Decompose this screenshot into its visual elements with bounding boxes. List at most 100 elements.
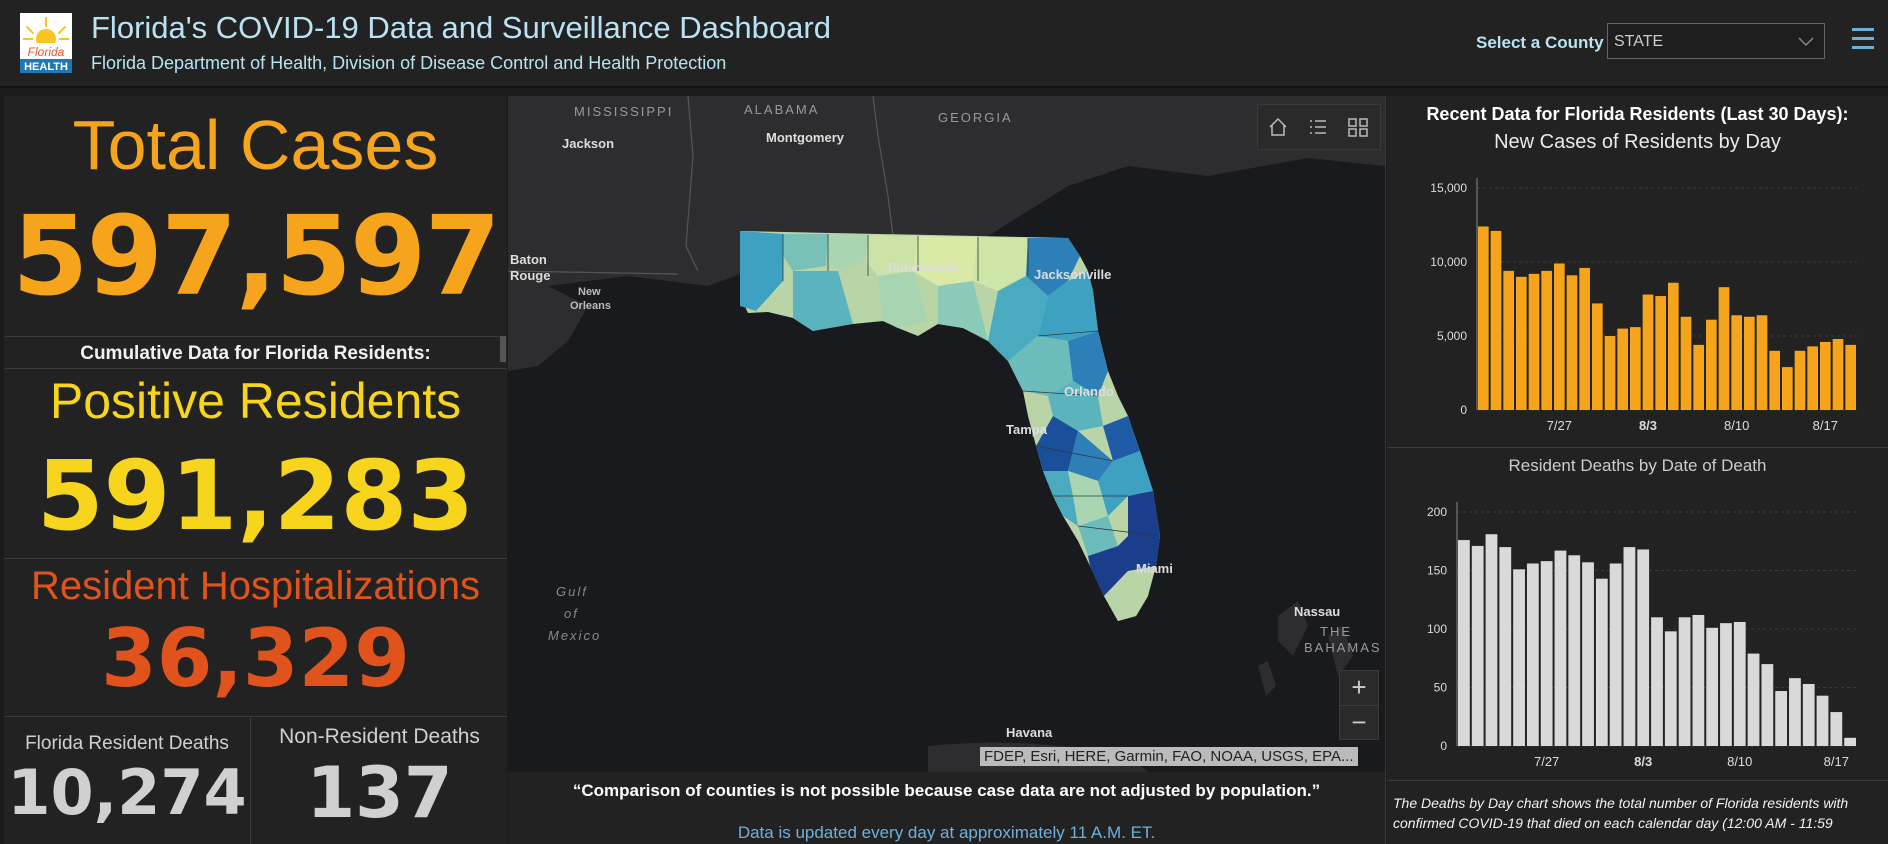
bar[interactable]: [1844, 737, 1856, 746]
recent-data-label: Recent Data for Florida Residents (Last …: [1426, 104, 1849, 124]
bar[interactable]: [1807, 346, 1818, 410]
bar[interactable]: [1731, 315, 1742, 410]
bar[interactable]: [1642, 294, 1654, 410]
legend-icon[interactable]: [1298, 105, 1338, 149]
y-tick-label: 50: [1434, 681, 1448, 695]
home-icon[interactable]: [1258, 105, 1298, 149]
bar[interactable]: [1655, 296, 1666, 410]
bar[interactable]: [1554, 263, 1565, 410]
bar[interactable]: [1651, 617, 1663, 746]
bar[interactable]: [1516, 276, 1527, 410]
total-cases-label: Total Cases: [72, 106, 439, 184]
divider: [1387, 780, 1888, 781]
divider: [4, 336, 507, 337]
scrollbar-thumb[interactable]: [500, 336, 506, 362]
bar[interactable]: [1503, 270, 1514, 410]
bar[interactable]: [1794, 350, 1806, 410]
y-tick-label: 5,000: [1437, 329, 1467, 343]
bar[interactable]: [1637, 549, 1650, 746]
bar[interactable]: [1720, 623, 1732, 746]
bar[interactable]: [1513, 569, 1525, 746]
bar[interactable]: [1541, 270, 1552, 410]
bar[interactable]: [1478, 226, 1489, 410]
bar[interactable]: [1820, 341, 1831, 410]
bar[interactable]: [1830, 712, 1843, 746]
bar[interactable]: [1789, 678, 1801, 746]
map-label-montgomery: Montgomery: [766, 130, 844, 145]
bar[interactable]: [1756, 315, 1768, 410]
y-tick-label: 15,000: [1430, 181, 1467, 195]
bar[interactable]: [1816, 695, 1829, 746]
cases-chart: 0 5,000 10,000 15,000 7/27 8/3 8/10 8/17: [1430, 178, 1857, 430]
bar[interactable]: [1733, 621, 1746, 746]
basemap-icon[interactable]: [1338, 105, 1378, 149]
map-label-baton-rouge: Baton: [510, 252, 547, 267]
divider: [4, 558, 507, 559]
bar[interactable]: [1761, 664, 1774, 746]
divider: [250, 716, 251, 844]
bar[interactable]: [1471, 545, 1484, 746]
map-label-new-orleans: New: [578, 286, 601, 298]
bar[interactable]: [1769, 350, 1780, 410]
bar[interactable]: [1680, 316, 1692, 410]
bar[interactable]: [1832, 338, 1844, 410]
bar[interactable]: [1595, 578, 1608, 746]
zoom-in-button[interactable]: +: [1351, 672, 1367, 702]
zoom-out-button[interactable]: −: [1340, 705, 1378, 740]
bar[interactable]: [1678, 617, 1691, 746]
y-tick-label: 0: [1460, 403, 1467, 417]
cumulative-label: Cumulative Data for Florida Residents:: [80, 343, 431, 364]
bar[interactable]: [1630, 327, 1641, 410]
bar[interactable]: [1490, 230, 1502, 410]
bar[interactable]: [1775, 691, 1788, 746]
positive-residents-label: Positive Residents: [49, 373, 462, 429]
resident-deaths-value: 10,274: [7, 756, 247, 829]
bar[interactable]: [1718, 287, 1730, 410]
x-tick-label: 8/10: [1727, 754, 1752, 769]
bar[interactable]: [1566, 275, 1578, 410]
map-canvas[interactable]: [508, 96, 1385, 772]
bar[interactable]: [1528, 273, 1540, 410]
bar[interactable]: [1458, 540, 1470, 746]
x-tick-label: 8/17: [1824, 754, 1849, 769]
county-map[interactable]: MISSISSIPPI ALABAMA GEORGIA Jackson Mont…: [508, 96, 1385, 772]
bar[interactable]: [1582, 562, 1594, 746]
menu-icon[interactable]: [1852, 28, 1874, 54]
bar[interactable]: [1693, 344, 1704, 410]
florida-health-logo: Florida HEALTH: [20, 13, 72, 73]
bar[interactable]: [1592, 303, 1603, 410]
page-title: Florida's COVID-19 Data and Surveillance…: [91, 10, 831, 45]
bar[interactable]: [1747, 653, 1760, 746]
bar[interactable]: [1540, 561, 1553, 746]
bar[interactable]: [1664, 631, 1677, 746]
bar[interactable]: [1554, 550, 1567, 746]
bar[interactable]: [1485, 534, 1498, 746]
bar[interactable]: [1706, 627, 1719, 746]
bar[interactable]: [1692, 614, 1705, 746]
page-subtitle: Florida Department of Health, Division o…: [91, 53, 727, 73]
x-tick-label: 8/17: [1813, 418, 1838, 430]
bar[interactable]: [1845, 344, 1856, 410]
bar[interactable]: [1623, 547, 1636, 746]
county-select[interactable]: STATE: [1607, 23, 1825, 59]
county-select-value: STATE: [1614, 33, 1664, 50]
map-label-gulf-3: Mexico: [548, 628, 602, 643]
bar[interactable]: [1668, 282, 1679, 410]
bar[interactable]: [1802, 683, 1815, 746]
bar[interactable]: [1579, 267, 1590, 410]
map-label-alabama: ALABAMA: [744, 102, 820, 117]
bar[interactable]: [1526, 563, 1539, 746]
map-label-havana: Havana: [1006, 725, 1053, 740]
nonresident-deaths-label: Non-Resident Deaths: [279, 725, 480, 748]
y-tick-label: 150: [1427, 564, 1447, 578]
bar[interactable]: [1604, 336, 1616, 410]
bar[interactable]: [1782, 367, 1793, 410]
x-tick-label: 7/27: [1547, 418, 1572, 430]
bar[interactable]: [1568, 555, 1581, 746]
map-attribution[interactable]: FDEP, Esri, HERE, Garmin, FAO, NOAA, USG…: [980, 747, 1358, 766]
bar[interactable]: [1617, 328, 1628, 410]
bar[interactable]: [1744, 316, 1755, 410]
bar[interactable]: [1499, 547, 1512, 746]
bar[interactable]: [1609, 563, 1622, 746]
bar[interactable]: [1706, 319, 1717, 410]
